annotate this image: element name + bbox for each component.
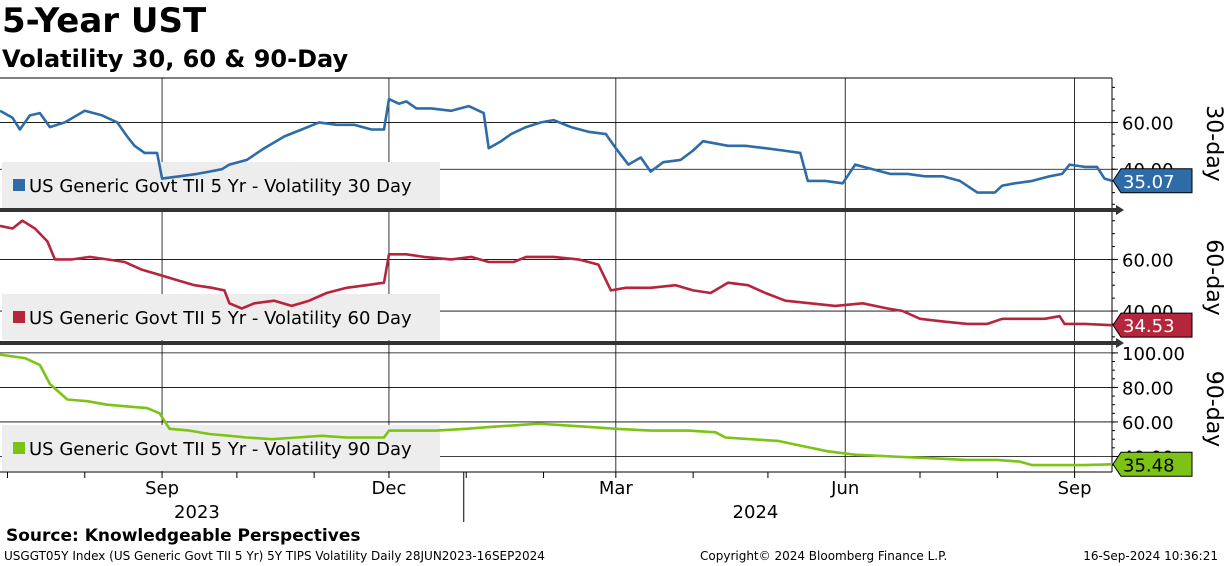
timestamp: 16-Sep-2024 10:36:21 [1083, 549, 1218, 563]
legend-background [2, 294, 440, 340]
legend: US Generic Govt TII 5 Yr - Volatility 90… [2, 425, 440, 471]
legend-label: US Generic Govt TII 5 Yr - Volatility 60… [29, 308, 412, 329]
panel-divider-2-arrow [1116, 338, 1124, 348]
x-year-label: 2023 [174, 502, 220, 523]
legend-swatch [13, 442, 25, 454]
x-tick-label: Jun [830, 478, 859, 499]
legend-background [2, 425, 440, 471]
last-value-label: 35.48 [1123, 455, 1175, 476]
series-line [0, 97, 1113, 194]
legend: US Generic Govt TII 5 Yr - Volatility 60… [2, 294, 440, 340]
last-value-label: 35.07 [1123, 172, 1175, 193]
chart-subtitle: Volatility 30, 60 & 90-Day [2, 45, 349, 73]
y-axis-title: 60-day [1201, 239, 1224, 315]
y-tick-label: 80.00 [1122, 378, 1174, 399]
y-axis-title: 90-day [1201, 371, 1224, 447]
chart-title: 5-Year UST [2, 1, 207, 41]
y-tick-label: 60.00 [1122, 113, 1174, 134]
last-value-marker [1112, 168, 1193, 194]
legend-swatch [13, 179, 25, 191]
last-value-tag: 35.48 [1112, 451, 1193, 477]
y-tick-label: 60.00 [1122, 413, 1174, 434]
x-tick-label: Sep [145, 478, 179, 499]
x-year-label: 2024 [733, 502, 779, 523]
legend-label: US Generic Govt TII 5 Yr - Volatility 90… [29, 439, 412, 460]
copyright-note: Copyright© 2024 Bloomberg Finance L.P. [700, 549, 948, 563]
x-tick-label: Sep [1058, 478, 1092, 499]
x-tick-label: Mar [599, 478, 634, 499]
last-value-marker [1112, 312, 1193, 338]
panel-divider-2 [0, 341, 1116, 345]
panel-divider-1 [0, 208, 1116, 212]
last-value-tag: 34.53 [1112, 312, 1193, 338]
x-tick-label: Dec [372, 478, 407, 499]
last-value-tag: 35.07 [1112, 168, 1193, 194]
source-note: Source: Knowledgeable Perspectives [6, 526, 361, 546]
last-value-marker [1112, 451, 1193, 477]
series-line [0, 219, 1113, 327]
ticker-description: USGGT05Y Index (US Generic Govt TII 5 Yr… [4, 549, 545, 563]
legend-label: US Generic Govt TII 5 Yr - Volatility 30… [29, 176, 412, 197]
legend-swatch [13, 311, 25, 323]
y-tick-label: 60.00 [1122, 250, 1174, 271]
y-axis-title: 30-day [1201, 105, 1224, 181]
y-tick-label: 100.00 [1122, 344, 1185, 365]
series-line [0, 353, 1113, 467]
panel-divider-1-arrow [1116, 205, 1124, 215]
last-value-label: 34.53 [1123, 316, 1175, 337]
